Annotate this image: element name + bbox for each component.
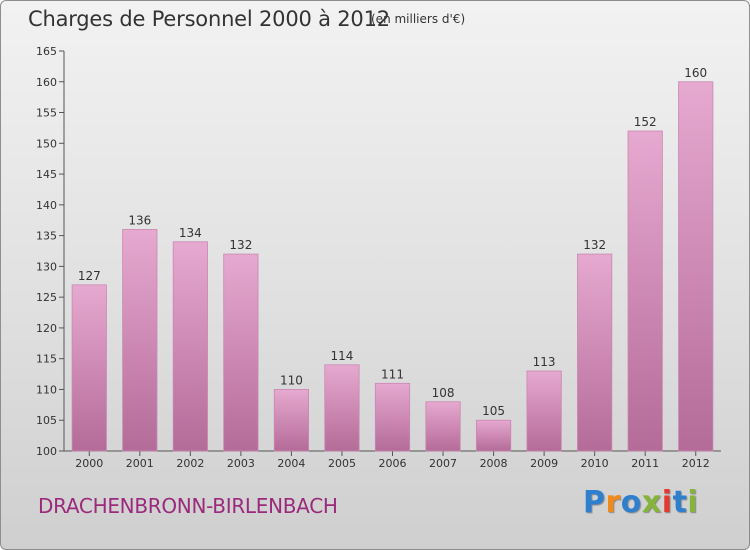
x-tick-label: 2000 [75, 457, 103, 470]
commune-name: DRACHENBRONN-BIRLENBACH [38, 494, 338, 518]
y-tick-label: 105 [36, 414, 57, 427]
x-tick-label: 2001 [126, 457, 154, 470]
bar-2006 [374, 382, 411, 452]
x-tick-label: 2008 [480, 457, 508, 470]
data-label: 105 [482, 404, 505, 418]
bar-2008 [475, 419, 512, 452]
bar-2010 [577, 253, 613, 452]
bar-2011 [627, 130, 663, 452]
logo-letter: o [620, 485, 642, 520]
chart-subtitle: (en milliers d'€) [371, 12, 466, 26]
y-tick-label: 145 [36, 168, 57, 181]
data-label: 114 [331, 349, 354, 363]
bar-2001 [122, 229, 158, 452]
data-label: 127 [78, 269, 101, 283]
data-label: 152 [634, 115, 657, 129]
x-tick-label: 2002 [176, 457, 204, 470]
bars [71, 81, 714, 452]
logo-letter: i [687, 485, 699, 520]
data-label: 134 [179, 226, 202, 240]
y-tick-label: 120 [36, 322, 57, 335]
data-label: 132 [583, 238, 606, 252]
chart-title: Charges de Personnel 2000 à 2012 [28, 7, 390, 31]
axes: 1001051101151201251301351401451501551601… [36, 45, 721, 470]
logo-letter: t [672, 485, 688, 520]
data-label: 110 [280, 373, 303, 387]
x-tick-label: 2007 [429, 457, 457, 470]
x-tick-label: 2009 [530, 457, 558, 470]
x-tick-label: 2010 [581, 457, 609, 470]
data-label: 132 [229, 238, 252, 252]
bar-2007 [425, 401, 461, 452]
bar-2012 [678, 81, 714, 452]
y-tick-label: 150 [36, 137, 57, 150]
data-labels: 127 136 134 132 110 114 111 108 105 113 132 152 160 [78, 66, 707, 418]
y-tick-label: 100 [36, 445, 57, 458]
proxiti-logo: Proxiti [583, 485, 698, 520]
bar-2009 [526, 370, 562, 452]
x-tick-label: 2011 [631, 457, 659, 470]
y-tick-label: 110 [36, 383, 57, 396]
x-tick-label: 2004 [277, 457, 305, 470]
y-tick-label: 135 [36, 230, 57, 243]
y-tick-label: 125 [36, 291, 57, 304]
bar-2000 [71, 284, 107, 452]
y-tick-label: 160 [36, 76, 57, 89]
data-label: 108 [432, 386, 455, 400]
y-tick-label: 130 [36, 260, 57, 273]
x-tick-label: 2005 [328, 457, 356, 470]
x-tick-label: 2012 [682, 457, 710, 470]
logo-letter: x [641, 485, 662, 520]
y-tick-label: 165 [36, 45, 57, 58]
x-tick-label: 2003 [227, 457, 255, 470]
bar-2002 [172, 241, 208, 452]
data-label: 136 [128, 213, 151, 227]
x-tick-label: 2006 [379, 457, 407, 470]
y-tick-label: 115 [36, 353, 57, 366]
bar-2005 [324, 364, 360, 452]
y-tick-label: 140 [36, 199, 57, 212]
data-label: 111 [381, 367, 404, 381]
y-tick-label: 155 [36, 107, 57, 120]
data-label: 160 [684, 66, 707, 80]
logo-letter: r [605, 485, 621, 520]
logo-letter: P [583, 485, 606, 520]
data-label: 113 [533, 355, 556, 369]
bar-2003 [223, 253, 259, 452]
bar-2004 [273, 389, 310, 452]
logo-letter: i [661, 485, 673, 520]
